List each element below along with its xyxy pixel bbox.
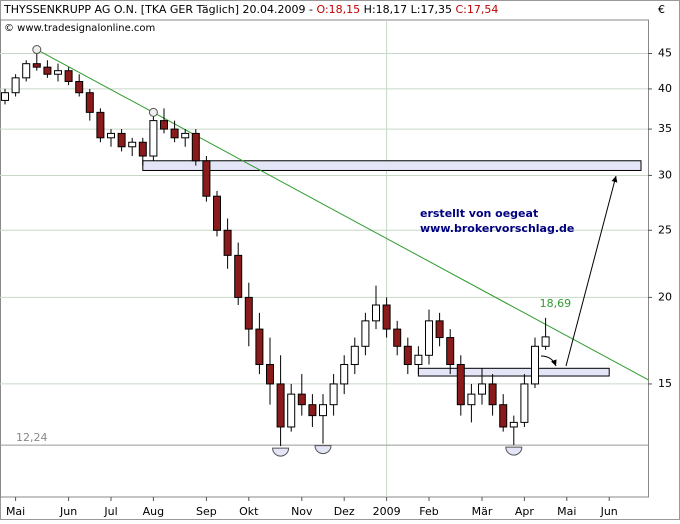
candle-body (414, 354, 423, 366)
candle-body (361, 320, 370, 347)
x-tick-label: Jun (59, 505, 77, 518)
x-tick-label: Mai (557, 505, 576, 518)
y-tick-label: 15 (658, 377, 672, 390)
arrow (565, 175, 618, 367)
candle-body (499, 404, 508, 428)
candle-body (202, 160, 211, 197)
title-open: O:18,15 (317, 3, 361, 16)
candle-body (149, 120, 158, 157)
x-tick-label: Aug (143, 505, 164, 518)
candle-body (191, 132, 200, 162)
zone (142, 160, 642, 171)
pivot-low (272, 447, 290, 457)
x-tick-label: Okt (239, 505, 259, 518)
candle-body (372, 304, 380, 322)
candle-body (96, 111, 105, 139)
pivot-high (148, 107, 158, 117)
candle-body (75, 80, 84, 94)
candle-body (541, 336, 550, 347)
title-close: C:17,54 (455, 3, 498, 16)
x-tick-label: Apr (515, 505, 535, 518)
candle-body (297, 393, 306, 406)
watermark: © www.tradesignalonline.com (4, 23, 155, 34)
candle-body (244, 296, 253, 330)
candle-body (446, 337, 455, 366)
plot-area (0, 19, 649, 498)
x-tick-label: Sep (196, 505, 217, 518)
candle-body (64, 70, 73, 82)
pivot-low (314, 445, 332, 455)
candle-body (319, 404, 327, 417)
pivot-high (32, 45, 42, 55)
x-tick-label: Nov (291, 505, 313, 518)
candle-body (85, 92, 94, 113)
zone (417, 367, 610, 377)
title-low: L:17,35 (411, 3, 452, 16)
candle-body (276, 383, 285, 428)
candle-body (107, 132, 115, 139)
low-line-label: 12,24 (16, 431, 48, 444)
y-tick-label: 20 (658, 290, 672, 303)
candle-body (478, 383, 486, 395)
annotation: erstellt von oegeat (420, 207, 538, 220)
candle-body (509, 421, 518, 428)
y-tick-label: 45 (658, 46, 672, 59)
x-tick-label: Mai (6, 505, 25, 518)
candle-body (128, 141, 137, 148)
candle-body (266, 364, 274, 385)
candle-body (117, 132, 126, 148)
annotation: www.brokervorschlag.de (420, 222, 574, 235)
x-tick-label: Feb (419, 505, 438, 518)
candle-body (223, 229, 232, 256)
pivot-low (505, 446, 523, 456)
x-tick-label: 2009 (373, 505, 401, 518)
candle-body (488, 383, 497, 406)
candle-body (425, 320, 433, 356)
candle-body (1, 92, 9, 101)
title-high: H:18,17 (364, 3, 407, 16)
arrow (540, 355, 557, 367)
candle-body (403, 345, 412, 366)
candle-body (456, 364, 465, 406)
candle-body (160, 120, 168, 130)
x-tick-label: Dez (334, 505, 355, 518)
candle-body (234, 254, 243, 298)
last-high-label: 18,69 (540, 297, 572, 310)
candle-body (213, 195, 221, 231)
y-tick-label: 35 (658, 122, 672, 135)
x-tick-label: Jun (600, 505, 618, 518)
candle-body (308, 404, 317, 417)
candle-body (138, 141, 147, 157)
y-tick-label: 25 (658, 223, 672, 236)
candle-body (255, 328, 264, 366)
y-tick-label: 40 (658, 82, 672, 95)
candle-body (340, 364, 349, 385)
candle-body (170, 128, 179, 139)
x-tick-label: Mär (472, 505, 493, 518)
candle-body (11, 77, 20, 94)
candle-body (435, 320, 444, 339)
candle-body (382, 304, 391, 330)
candle-body (181, 132, 190, 139)
candle-body (531, 345, 539, 385)
y-tick-label: 30 (658, 168, 672, 181)
currency: € (658, 3, 665, 16)
candle-body (350, 345, 359, 366)
candle-body (43, 66, 52, 75)
candle-body (393, 328, 402, 347)
candle-body (54, 70, 62, 75)
candle-body (467, 393, 476, 406)
chart-title: THYSSENKRUPP AG O.N. [TKA GER Täglich] 2… (3, 3, 498, 16)
trendline (36, 49, 649, 381)
candle-body (32, 63, 41, 68)
candle-body (22, 63, 31, 79)
candle-body (329, 383, 338, 406)
candle-body (287, 393, 296, 428)
x-tick-label: Jul (103, 505, 117, 518)
title-instrument: THYSSENKRUPP AG O.N. [TKA GER Täglich] 2… (3, 3, 313, 16)
candle-body (520, 383, 529, 423)
